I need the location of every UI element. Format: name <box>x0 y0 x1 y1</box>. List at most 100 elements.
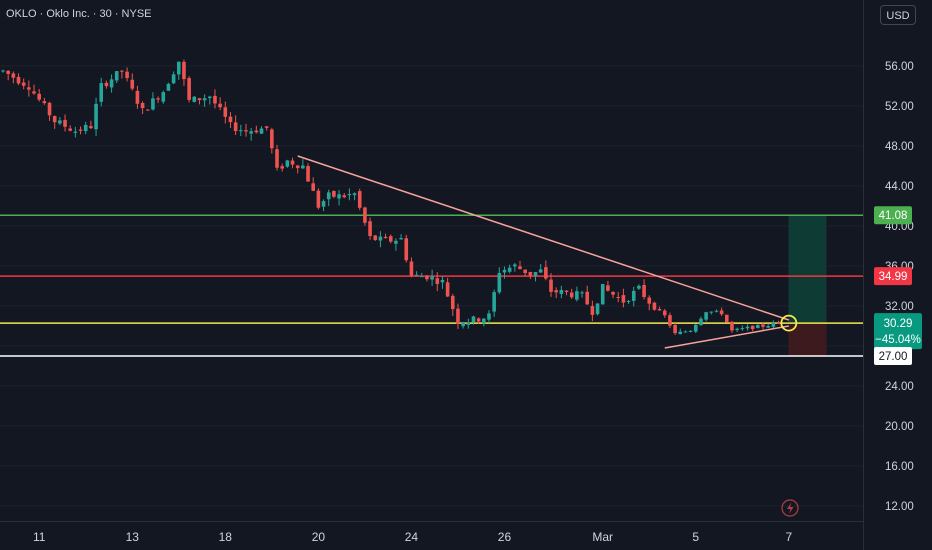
candle-body <box>332 190 336 197</box>
candle-body <box>316 190 321 208</box>
candle-body <box>166 83 171 91</box>
candle-body <box>156 98 160 100</box>
x-tick-label: 11 <box>33 530 46 544</box>
time-axis-separator <box>0 521 863 522</box>
candle-body <box>73 131 78 133</box>
candle-body <box>89 126 93 129</box>
candle-body <box>182 61 186 80</box>
price-tag-label: 41.08 <box>879 210 908 222</box>
candle-body <box>244 130 248 132</box>
candle-body <box>693 324 698 332</box>
last-price-label: 30.29 <box>884 318 913 330</box>
time-axis[interactable]: 11 13 18 20 24 26 Mar 5 7 <box>33 530 793 544</box>
candle-body <box>249 131 253 134</box>
candle-body <box>197 98 202 101</box>
candle-body <box>456 308 460 324</box>
candle-body <box>523 269 527 274</box>
candle-body <box>176 61 181 75</box>
y-tick-label: 20.00 <box>885 421 914 433</box>
candle-body <box>750 325 755 330</box>
candle-body <box>295 165 300 169</box>
horizontal-levels <box>0 214 863 357</box>
x-tick-label: 20 <box>312 530 326 544</box>
candle-body <box>27 87 31 90</box>
candle-body <box>745 326 750 329</box>
candle-body <box>585 291 590 305</box>
candle-body <box>228 116 233 123</box>
candle-body <box>554 290 558 293</box>
candle-body <box>662 310 667 316</box>
candle-body <box>533 272 538 276</box>
candle-body <box>270 129 274 149</box>
candle-body <box>83 124 88 132</box>
candle-body <box>47 102 52 116</box>
candle-body <box>538 269 543 273</box>
candle-body <box>657 309 662 311</box>
candle-body <box>766 326 770 328</box>
x-tick-label: 7 <box>785 530 792 544</box>
candle-body <box>6 70 10 74</box>
candle-body <box>326 192 331 200</box>
candle-body <box>714 310 719 312</box>
candle-body <box>285 160 290 167</box>
currency-button[interactable]: USD <box>880 5 916 25</box>
candle-body <box>337 194 341 199</box>
price-tags: 41.08 34.99 30.29 −45.04% 27.00 <box>874 206 922 365</box>
x-tick-label: Mar <box>592 530 613 544</box>
candle-body <box>683 331 688 333</box>
candle-body <box>1 70 5 72</box>
candle-body <box>559 289 564 294</box>
position-target-zone <box>788 215 827 324</box>
candle-body <box>544 267 548 279</box>
candle-body <box>735 328 739 331</box>
candle-body <box>104 82 109 87</box>
candle-body <box>699 318 703 326</box>
candle-body <box>616 296 621 298</box>
candle-body <box>445 282 450 297</box>
candle-body <box>32 91 36 94</box>
candle-body <box>37 93 41 100</box>
candle-body <box>208 96 212 99</box>
candle-body <box>254 130 259 133</box>
candle-body <box>569 292 574 298</box>
candle-body <box>135 90 140 104</box>
candle-body <box>187 78 191 100</box>
candle-body <box>357 191 362 208</box>
candle-body <box>378 236 383 241</box>
candle-body <box>109 79 114 88</box>
candle-body <box>16 76 21 84</box>
price-axis[interactable]: 56.0052.0048.0044.0040.0036.0032.0028.00… <box>885 61 914 513</box>
candle-body <box>383 236 388 239</box>
candle-body <box>125 71 129 79</box>
x-tick-label: 24 <box>405 530 419 544</box>
lightning-icon[interactable] <box>781 499 799 517</box>
candle-body <box>725 314 729 323</box>
candle-body <box>58 120 62 124</box>
candle-body <box>414 274 419 276</box>
y-tick-label: 48.00 <box>885 141 914 153</box>
price-tag-label: 34.99 <box>879 271 908 283</box>
candle-body <box>161 92 166 102</box>
candle-body <box>388 236 393 242</box>
candle-body <box>626 300 631 302</box>
candle-body <box>673 325 677 334</box>
candle-body <box>435 278 440 284</box>
candle-body <box>399 238 403 240</box>
candle-body <box>450 295 455 310</box>
candle-body <box>740 328 745 330</box>
price-tag-target <box>874 206 912 225</box>
candle-body <box>290 160 295 165</box>
candle-body <box>709 311 714 313</box>
y-tick-label: 32.00 <box>885 301 914 313</box>
candle-body <box>595 303 600 315</box>
candle-body <box>409 261 414 276</box>
apex-circle <box>780 314 798 332</box>
candle-body <box>497 272 502 293</box>
candle-body <box>63 119 67 127</box>
candle-body <box>202 98 207 101</box>
candle-body <box>275 149 279 168</box>
price-tag-resistance <box>874 267 912 286</box>
candle-body <box>600 284 605 305</box>
candle-body <box>342 195 347 198</box>
